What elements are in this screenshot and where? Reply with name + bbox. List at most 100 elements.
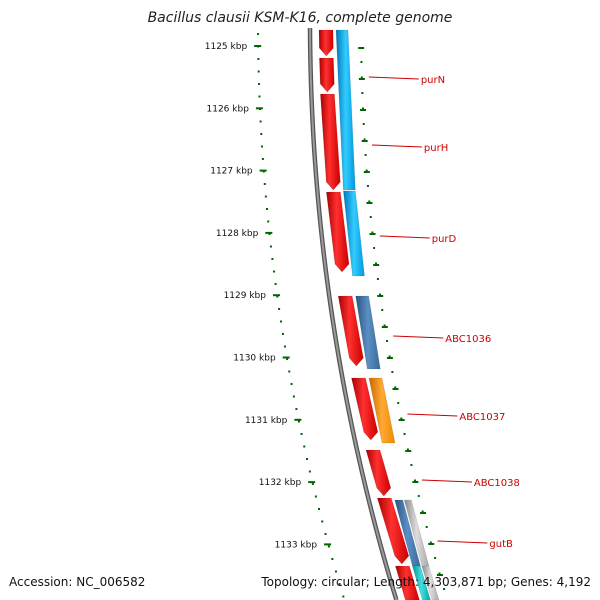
track-dot [361,107,364,110]
scale-dot [308,470,311,473]
gene-track [318,29,440,600]
gene-label-purn: purN [421,75,445,86]
accession-text: Accession: NC_006582 [9,575,146,589]
scale-tick-label: 1131 kbp [245,416,288,426]
scale-dot [292,395,295,398]
scale-tick-label: 1129 kbp [224,291,267,301]
scale-dot [268,233,271,235]
scale-dot [303,445,306,448]
scale-dot [269,245,272,248]
backbone-highlight [309,27,398,600]
scale-dot [264,195,267,198]
scale-dot [288,370,291,373]
track-dot [368,200,371,203]
track-dot [391,371,394,373]
scale-dot [274,283,277,285]
track-dot [425,526,428,528]
scale-dot [306,458,309,460]
track-dot [421,510,424,513]
gene-leader-line [393,335,444,339]
gene-reverse [335,29,356,191]
scale-dot [261,145,264,148]
gene-label-abc1037: ABC1037 [459,412,505,423]
scale-dot [281,333,284,335]
genome-summary-text: Topology: circular; Length: 4,303,871 bp… [261,575,591,589]
scale-dot [258,83,261,85]
scale-dot [321,520,324,523]
track-dot [361,92,364,94]
scale-dot [257,70,260,73]
scale-dot [267,220,270,223]
scale-dot [265,208,268,210]
gene-forward [319,57,335,93]
track-dot [438,572,441,575]
scale-dot [295,408,298,410]
gene-leader-line [371,144,422,148]
gene-forward [320,93,341,191]
scale-dot [318,508,321,510]
gene-reverse [368,377,396,444]
scale-tick-label: 1128 kbp [216,229,259,239]
gene-reverse [343,190,365,277]
track-dot [417,495,420,497]
scale-dot [327,545,330,548]
scale-dot [286,358,289,360]
gene-forward [394,565,420,600]
gene-label-purh: purH [424,143,448,154]
scale-dot [324,533,327,535]
scale-dot [278,308,281,310]
scale-tick-label: 1132 kbp [259,478,302,488]
gene-label-abc1038: ABC1038 [474,478,520,489]
track-dot [363,138,366,141]
genome-backbone [307,27,399,600]
scale-dot [331,558,334,560]
track-dot [388,355,391,358]
scale-dot [257,33,260,35]
track-dot [394,386,397,389]
track-dot [376,278,379,280]
gene-forward [351,377,379,441]
scale-dot [276,295,279,298]
scale-dot [290,383,293,385]
gene-reverse [421,565,440,600]
gene-label-gutb: gutB [489,539,513,550]
track-dot [379,293,382,296]
scale-dot [334,570,337,573]
track-dot [403,433,406,435]
gene-forward [326,191,350,273]
track-dot [365,169,368,172]
gene-labels: purN purH purD ABC1036 ABC1037 ABC1038 gutB [368,75,520,550]
track-dot [383,324,386,327]
track-dot [400,417,403,420]
gene-label-purd: purD [432,234,457,245]
track-dot [410,464,413,466]
gene-reverse [355,295,381,370]
gene-reverse [411,565,431,600]
scale-dot [338,583,341,585]
scale-dot [260,133,263,135]
scale-dot [272,270,275,273]
scale-dot [297,420,300,423]
track-dot [362,123,365,125]
track-dot [360,76,363,79]
scale-ruler: 1125 kbp 1126 kbp 1127 kbp 1128 kbp 1129 kbp… [205,33,446,598]
gene-leader-line [407,413,458,417]
scale-tick-label: 1125 kbp [205,42,248,52]
gene-forward [337,295,364,367]
track-dot [360,61,363,63]
scale-tick-label: 1133 kbp [275,540,318,550]
scale-dot [257,58,260,60]
scale-dot [258,95,261,98]
track-dot [373,247,376,249]
map-title: Bacillus clausii KSM-K16, complete genom… [147,10,453,26]
gene-leader-line [368,76,419,80]
scale-dot [314,495,317,498]
gene-forward [376,497,410,565]
track-dot [364,154,367,156]
gene-leader-line [379,235,430,239]
scale-tick-label: 1127 kbp [210,167,253,177]
track-dot [434,557,437,559]
track-dot [381,309,384,311]
track-dot [366,185,369,187]
gene-label-abc1036: ABC1036 [445,334,491,345]
